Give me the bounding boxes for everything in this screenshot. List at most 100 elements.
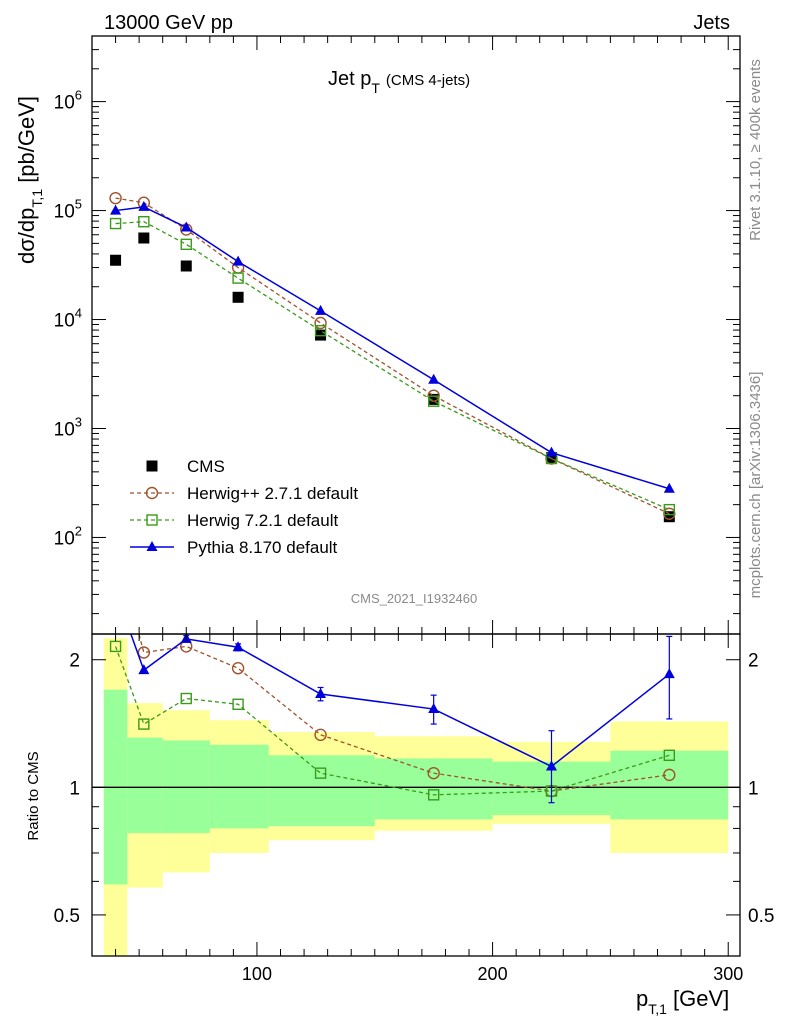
header-right: Jets [693, 12, 730, 34]
point-main-cms-3 [232, 291, 244, 303]
band-inner-1 [127, 737, 163, 834]
point-ratio-herwig7-3 [232, 698, 244, 710]
x-axis-label-sub: T,1 [648, 1001, 667, 1017]
side-label-rivet: Rivet 3.1.10, ≥ 400k events [747, 59, 764, 241]
x-axis-label-base: p [636, 986, 648, 1011]
point-main-herwigpp-4 [314, 316, 327, 330]
point-main-pythia-1 [138, 200, 150, 211]
legend-label-herwig7: Herwig 7.2.1 default [187, 511, 338, 530]
point-ratio-herwigpp-1 [137, 646, 151, 659]
y-tick-label-main-exp-1: 3 [75, 414, 82, 429]
line-ratio-herwig7 [114, 646, 670, 796]
point-ratio-pythia-3 [232, 641, 244, 652]
ratio-uncertainty-bands [103, 638, 729, 956]
line-ratio-pythia [130, 634, 670, 768]
line-ratio-herwigpp [138, 634, 670, 792]
point-ratio-herwigpp-4 [314, 728, 327, 742]
point-main-cms-6 [545, 452, 557, 464]
point-main-pythia-0 [110, 204, 122, 215]
side-label-mcplots: mcplots.cern.ch [arXiv:1306.3436] [747, 372, 764, 599]
point-ratio-pythia-4 [315, 688, 327, 699]
x-axis-label: pT,1 [GeV] [636, 986, 729, 1017]
point-ratio-pythia-7 [663, 668, 675, 679]
y-tick-label-ratio-right-2: 2 [748, 651, 759, 672]
point-main-cms-7 [663, 511, 675, 523]
band-inner-4 [268, 755, 375, 827]
main-plot-series [109, 191, 676, 523]
point-main-pythia-6 [545, 446, 557, 457]
x-tick-label-0: 100 [242, 964, 272, 984]
point-ratio-pythia-0 [110, 585, 121, 595]
point-main-herwig7-2 [180, 238, 192, 251]
point-main-cms-1 [138, 232, 150, 244]
y-axis-label-main: dσ/dpT,1 [pb/GeV] [14, 96, 45, 264]
line-main-herwigpp [115, 197, 670, 515]
y-tick-label-main-1: 103 [54, 414, 82, 440]
y-tick-label-main-exp-2: 4 [75, 306, 82, 321]
point-main-pythia-5 [428, 373, 440, 384]
point-ratio-pythia-1 [138, 664, 150, 675]
point-ratio-herwig7-1 [138, 718, 150, 730]
x-axis-label-unit: [GeV] [667, 986, 729, 1011]
point-main-cms-0 [110, 254, 122, 266]
point-main-herwig7-1 [138, 216, 150, 228]
y-tick-label-main-base-1: 10 [54, 419, 75, 440]
plot-title-sub: T [371, 80, 380, 96]
plot-title-suffix: (CMS 4-jets) [386, 72, 470, 89]
y-tick-label-main-exp-0: 2 [75, 523, 82, 538]
point-main-pythia-4 [315, 304, 327, 315]
point-ratio-herwigpp-7 [663, 768, 676, 782]
y-axis-label-main-base: dσ/dp [14, 208, 39, 264]
point-ratio-pythia-5 [428, 703, 440, 714]
point-main-herwig7-4 [314, 324, 327, 337]
x-tick-label-1: 200 [478, 964, 508, 984]
y-tick-label-ratio-left-1: 1 [69, 778, 80, 799]
legend-label-pythia: Pythia 8.170 default [187, 538, 338, 557]
band-inner-3 [209, 744, 269, 829]
plot-title: Jet pT (CMS 4-jets) [328, 68, 470, 96]
y-tick-label-main-base-4: 10 [54, 93, 75, 114]
y-tick-label-main-exp-3: 5 [75, 197, 82, 212]
y-tick-label-main-base-0: 10 [54, 528, 75, 549]
y-tick-label-ratio-right-1: 1 [748, 778, 759, 799]
ratio-plot-series [109, 585, 676, 804]
point-main-herwig7-5 [427, 395, 440, 407]
y-tick-label-ratio-left-2: 2 [69, 651, 80, 672]
y-axis-label-ratio: Ratio to CMS [25, 751, 42, 840]
point-ratio-herwig7-7 [663, 749, 676, 762]
point-main-pythia-7 [663, 482, 675, 493]
point-ratio-pythia-6 [545, 760, 557, 771]
y-tick-label-main-base-3: 10 [54, 202, 75, 223]
y-tick-label-main-exp-4: 6 [75, 88, 82, 103]
legend: CMS Herwig++ 2.7.1 default Herwig 7.2.1 de… [130, 457, 358, 557]
point-ratio-herwig7-5 [427, 789, 440, 801]
legend-marker-herwigpp [145, 486, 159, 500]
plot-title-main: Jet p [328, 68, 371, 90]
y-tick-label-main-4: 106 [54, 88, 82, 114]
point-main-pythia-2 [180, 221, 192, 232]
frame-ratio [91, 633, 741, 957]
watermark: CMS_2021_I1932460 [351, 591, 478, 606]
legend-marker-cms [146, 460, 158, 472]
x-tick-label-2: 300 [713, 964, 743, 984]
band-inner-7 [610, 750, 729, 820]
y-axis-label-main-sub: T,1 [29, 189, 45, 208]
legend-marker-herwig7 [146, 514, 158, 526]
point-ratio-herwigpp-3 [231, 662, 245, 675]
line-main-pythia [115, 206, 670, 490]
band-inner-5 [374, 758, 493, 820]
point-ratio-herwigpp-5 [427, 766, 440, 780]
line-main-herwig7 [115, 221, 670, 511]
y-axis-label-main-unit: [pb/GeV] [14, 96, 39, 189]
y-tick-label-main-base-2: 10 [54, 311, 75, 332]
point-main-pythia-3 [232, 255, 244, 266]
plot-frames [91, 35, 741, 957]
point-main-cms-5 [428, 393, 440, 405]
point-main-cms-2 [180, 260, 192, 272]
y-tick-label-ratio-left-0: 0.5 [54, 906, 80, 927]
y-tick-label-ratio-right-0: 0.5 [748, 906, 774, 927]
point-main-herwig7-0 [109, 217, 122, 230]
point-main-herwig7-3 [232, 272, 244, 284]
